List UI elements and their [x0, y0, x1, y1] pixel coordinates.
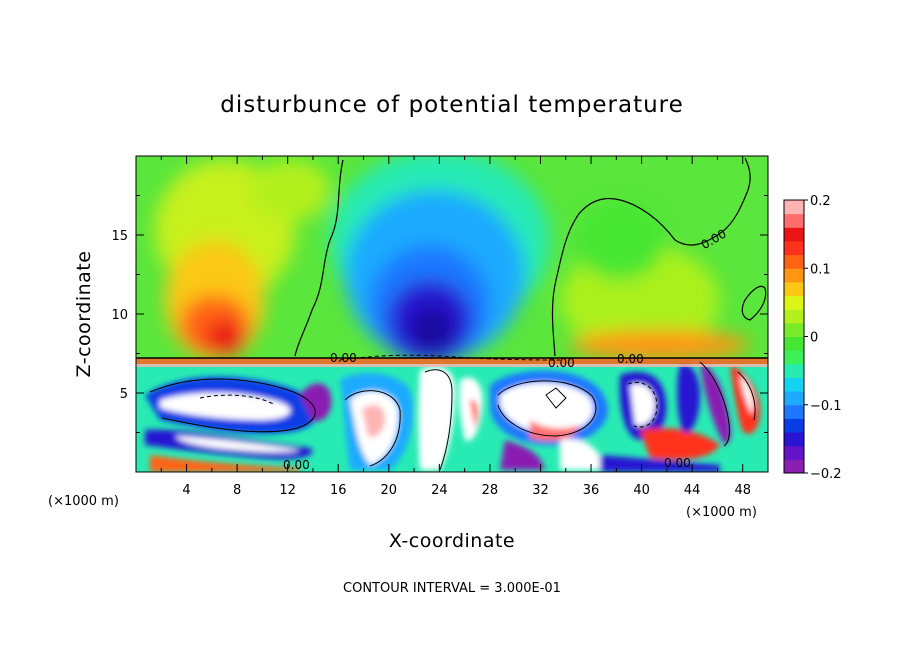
contour-label: 0.00 [330, 351, 357, 365]
colorbar-tick-label: 0.1 [810, 262, 831, 277]
contour-zero-upper-left [294, 159, 344, 357]
colorbar-swatch [784, 295, 804, 310]
colorbar-swatch [784, 445, 804, 460]
colorbar-swatch [784, 377, 804, 392]
contour-lower-1 [149, 378, 316, 433]
colorbar-tick-label: −0.1 [810, 399, 842, 414]
contour-zero-upper-right [551, 157, 751, 357]
contour-label: 0.00 [617, 352, 644, 366]
chart-title: disturbunce of potential temperature [220, 92, 684, 118]
contour-interval: CONTOUR INTERVAL = 3.000E-01 [343, 581, 561, 596]
x-unit-left: (×1000 m) [48, 494, 119, 509]
contour-label: 0.00 [664, 456, 691, 470]
y-tick-label: 10 [111, 308, 128, 323]
x-axis-title: X-coordinate [389, 530, 515, 552]
colorbar-swatch [784, 213, 804, 228]
x-tick-label: 40 [633, 483, 650, 498]
colorbar-swatch [784, 254, 804, 269]
colorbar-swatch [784, 404, 804, 419]
contour-lower-3 [344, 390, 401, 467]
x-tick-label: 36 [583, 483, 600, 498]
contour-zero-small-loop [741, 285, 767, 321]
colorbar-tick-label: 0.2 [810, 194, 831, 209]
y-axis-title: Z-coordinate [73, 251, 95, 378]
colorbar-swatch [784, 363, 804, 378]
colorbar-swatch [784, 350, 804, 365]
contour-lower-2 [199, 394, 276, 406]
x-tick-label: 12 [279, 483, 296, 498]
x-tick-label: 44 [684, 483, 701, 498]
colorbar-swatch [784, 459, 804, 474]
contour-lower-5 [497, 380, 597, 437]
colorbar-swatch [784, 336, 804, 351]
x-tick-label: 8 [233, 483, 241, 498]
contour-lines [136, 157, 768, 471]
x-unit-right: (×1000 m) [686, 505, 757, 520]
contour-label: 0.00 [283, 458, 310, 472]
y-tick-label: 15 [111, 229, 128, 244]
colorbar [783, 199, 805, 474]
x-tick-label: 32 [532, 483, 549, 498]
colorbar-swatch [784, 432, 804, 447]
colorbar-swatch [784, 227, 804, 242]
x-tick-label: 16 [330, 483, 347, 498]
x-axis: 4 8 12 16 20 24 28 32 36 40 44 48 [160, 156, 751, 498]
x-tick-label: 24 [431, 483, 448, 498]
contour-lower-6 [545, 387, 567, 409]
y-tick-label: 5 [120, 387, 128, 402]
x-tick-label: 28 [482, 483, 499, 498]
colorbar-swatch [784, 200, 804, 215]
contour-lower-7 [627, 382, 658, 428]
y-axis: 5 10 15 [111, 195, 768, 433]
contour-lower-4 [424, 369, 453, 471]
colorbar-swatch [784, 322, 804, 337]
upper-field [136, 156, 768, 358]
colorbar-tick-label: 0 [810, 331, 818, 346]
colorbar-swatch [784, 240, 804, 256]
contour-lower-8 [699, 361, 730, 447]
colorbar-swatch [784, 418, 804, 433]
contour-lower-9 [737, 371, 756, 421]
colorbar-swatch [784, 309, 804, 324]
x-tick-label: 4 [182, 483, 190, 498]
colorbar-ticks: −0.2 −0.1 0 0.1 0.2 [804, 194, 842, 482]
x-tick-label: 48 [734, 483, 751, 498]
colorbar-swatch [784, 268, 804, 283]
contour-dashed [339, 354, 561, 361]
colorbar-swatch [784, 281, 804, 297]
colorbar-swatch [784, 391, 804, 406]
x-tick-label: 20 [381, 483, 398, 498]
lower-field [136, 358, 768, 472]
colorbar-tick-label: −0.2 [810, 467, 842, 482]
contour-label: 0.00 [548, 356, 575, 370]
